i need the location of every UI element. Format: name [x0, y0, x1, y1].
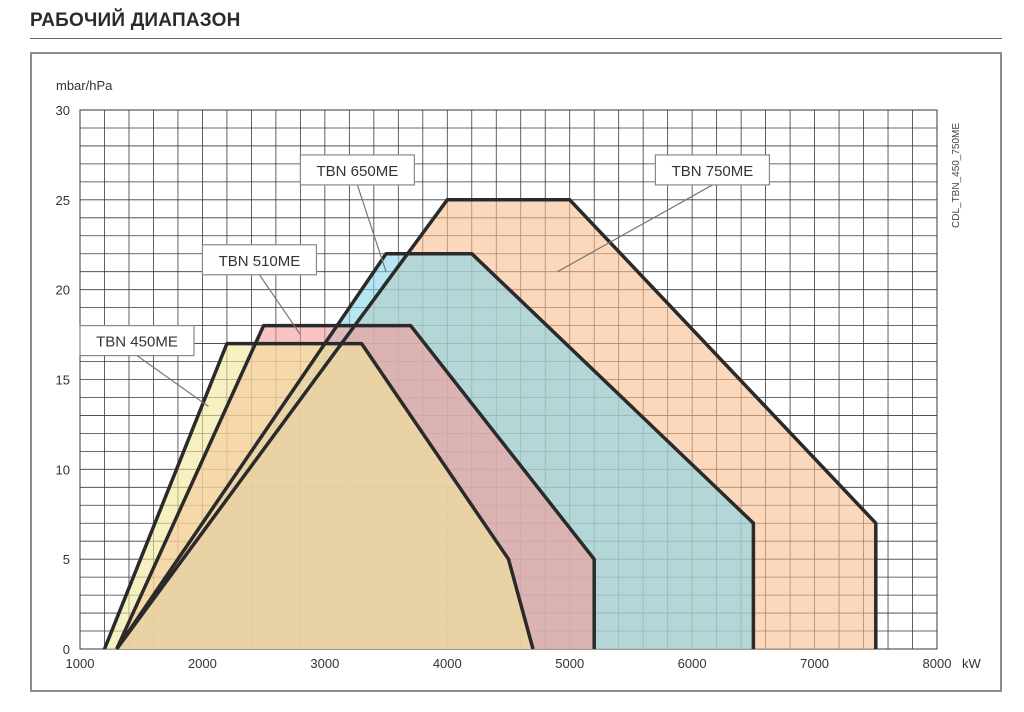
series-outline-tbn-750me	[115, 198, 878, 651]
y-axis-label: mbar/hPa	[56, 78, 113, 93]
series-labels: TBN 750ME TBN 650ME TBN 510ME TBN 450ME	[79, 154, 771, 407]
label-leader-line	[557, 184, 713, 273]
title-divider	[30, 38, 1002, 39]
x-tick-label: 6000	[678, 656, 707, 671]
series-area-tbn-450me	[104, 343, 533, 649]
y-tick-label: 15	[56, 373, 70, 388]
label-leader-line	[356, 184, 387, 272]
x-tick-label: 1000	[66, 656, 95, 671]
label-box	[654, 154, 771, 186]
y-tick-label: 20	[56, 283, 70, 298]
label-box	[79, 325, 195, 357]
series-label: TBN 650ME	[317, 163, 399, 180]
x-tick-label: 2000	[188, 656, 217, 671]
y-tick-label: 5	[63, 552, 70, 567]
x-tick-label: 7000	[800, 656, 829, 671]
y-tick-label: 0	[63, 642, 70, 657]
x-tick-label: 4000	[433, 656, 462, 671]
label-leader-line	[258, 274, 301, 335]
series-outline-tbn-650me	[115, 251, 756, 650]
label-leader-line	[136, 355, 209, 407]
chart-code-label: CDL_TBN_450_750ME	[951, 123, 962, 228]
page-title: РАБОЧИЙ ДИАПАЗОН	[30, 10, 241, 31]
x-tick-label: 5000	[555, 656, 584, 671]
series-outline-tbn-510me	[115, 323, 596, 650]
series-label: TBN 450ME	[96, 334, 178, 351]
y-tick-label: 10	[56, 462, 70, 477]
x-tick-label: 3000	[310, 656, 339, 671]
chart-axes: 1000 2000 3000 4000 5000 6000 7000 8000 0 5 10 15 20…	[56, 103, 952, 671]
chart-series	[102, 198, 878, 651]
x-axis-label: kW	[962, 656, 982, 671]
y-tick-label: 30	[56, 103, 70, 118]
x-tick-label: 8000	[923, 656, 952, 671]
y-tick-label: 25	[56, 193, 70, 208]
chart-frame	[30, 52, 1002, 692]
series-label: TBN 510ME	[219, 253, 301, 270]
series-outline-tbn-450me	[102, 341, 535, 650]
label-box	[201, 244, 318, 276]
series-label: TBN 750ME	[672, 163, 754, 180]
label-box	[299, 154, 415, 186]
